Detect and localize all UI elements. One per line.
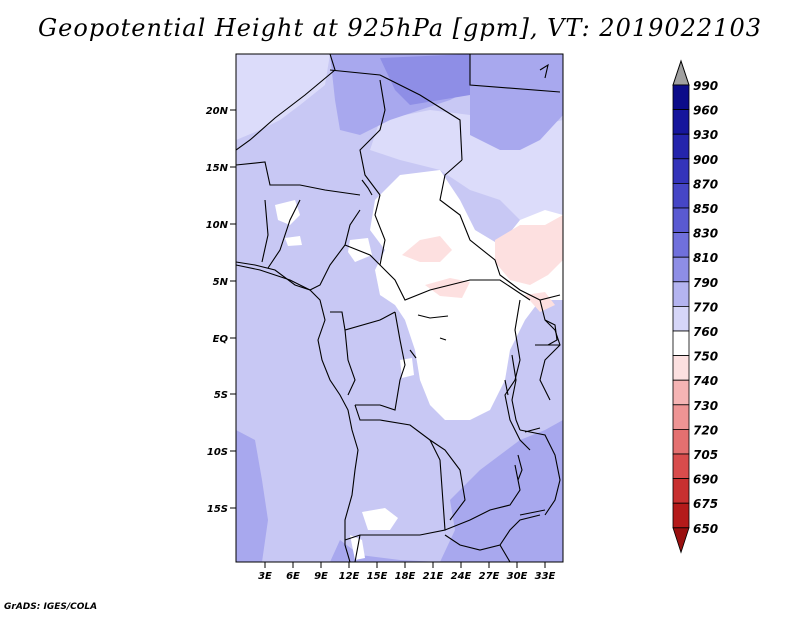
colorbar-label: 870: [693, 177, 718, 191]
field-dark-northeast: [470, 54, 563, 150]
map-area: [236, 54, 563, 562]
lon-label-18e: 18E: [395, 571, 416, 582]
colorbar-swatch: [672, 158, 690, 184]
lon-label-12e: 12E: [339, 571, 360, 582]
country-borders: [236, 54, 561, 562]
field-white-small-1: [275, 200, 300, 225]
lat-label-10n: 10N: [206, 220, 229, 231]
colorbar-label: 675: [693, 497, 718, 511]
colorbar-swatch: [672, 428, 690, 455]
colorbar-label: 990: [693, 79, 718, 93]
field-darkest-north: [380, 54, 470, 105]
colorbar-swatch: [672, 84, 690, 111]
colorbar-label: 750: [693, 350, 718, 364]
field-white-small-3: [348, 238, 372, 262]
lon-axis: 3E 6E 9E 12E 15E 18E 21E 24E 27E 30E 33E: [258, 562, 556, 582]
lat-axis: 20N 15N 10N 5N EQ 5S 10S 15S: [206, 106, 236, 515]
field-white-small-4: [400, 358, 414, 378]
colorbar-label: 730: [693, 399, 718, 413]
colorbar-swatch: [672, 207, 690, 234]
colorbar-swatch: [672, 478, 690, 504]
colorbar-label: 790: [693, 276, 718, 290]
colorbar-label: 740: [693, 374, 718, 388]
lon-label-30e: 30E: [507, 571, 528, 582]
colorbar-label: 830: [693, 227, 718, 241]
colorbar-label: 810: [693, 251, 718, 265]
colorbar-bottom-arrow: [672, 527, 690, 554]
colorbar-label: 690: [693, 473, 718, 487]
colorbar-swatch: [672, 330, 690, 357]
lon-label-27e: 27E: [479, 571, 500, 582]
field-white-south: [362, 508, 398, 530]
colorbar-swatch: [672, 256, 690, 283]
lon-label-33e: 33E: [535, 571, 556, 582]
colorbar-label: 930: [693, 128, 718, 142]
lon-label-15e: 15E: [367, 571, 388, 582]
lat-label-15s: 15S: [207, 504, 228, 515]
lon-label-9e: 9E: [314, 571, 328, 582]
colorbar: 990 960 930 900 870 850 830 810 790 770 760 750 740 7…: [672, 59, 718, 554]
colorbar-label: 770: [693, 300, 718, 314]
map-frame: [235, 53, 564, 563]
map-title: Geopotential Height at 925hPa [gpm], VT:…: [38, 14, 762, 42]
grads-credit: GrADS: IGES/COLA: [4, 602, 98, 612]
colorbar-swatch: [672, 453, 690, 480]
lat-label-5n: 5N: [213, 277, 229, 288]
colorbar-swatch: [672, 502, 690, 529]
lat-label-5s: 5S: [214, 390, 228, 401]
lon-label-24e: 24E: [451, 571, 472, 582]
colorbar-label: 850: [693, 202, 718, 216]
field-white-small-2: [285, 236, 302, 246]
field-dark-southeast: [440, 420, 563, 562]
colorbar-swatch: [672, 379, 690, 406]
colorbar-label: 705: [693, 448, 718, 462]
lat-label-20n: 20N: [206, 106, 229, 117]
colorbar-swatch: [672, 109, 690, 135]
colorbar-swatch: [672, 305, 690, 332]
colorbar-swatch: [672, 404, 690, 430]
lat-label-eq: EQ: [213, 334, 229, 345]
colorbar-label: 760: [693, 325, 718, 339]
colorbar-swatch: [672, 232, 690, 258]
lon-label-3e: 3E: [258, 571, 272, 582]
field-pink-1: [402, 236, 452, 262]
colorbar-swatch: [672, 281, 690, 307]
colorbar-label: 900: [693, 153, 718, 167]
lon-label-21e: 21E: [423, 571, 444, 582]
colorbar-label: 720: [693, 423, 718, 437]
lon-label-6e: 6E: [286, 571, 300, 582]
colorbar-swatch: [672, 182, 690, 209]
colorbar-label: 960: [693, 104, 718, 118]
colorbar-swatch: [672, 355, 690, 381]
field-light-north: [236, 54, 330, 140]
lat-label-15n: 15N: [206, 163, 229, 174]
colorbar-top-arrow: [672, 59, 690, 86]
colorbar-label: 650: [693, 522, 718, 536]
field-dark-west-coast: [236, 430, 268, 562]
colorbar-swatch: [672, 133, 690, 160]
field-pink-2: [495, 215, 563, 285]
lat-label-10s: 10S: [207, 447, 228, 458]
